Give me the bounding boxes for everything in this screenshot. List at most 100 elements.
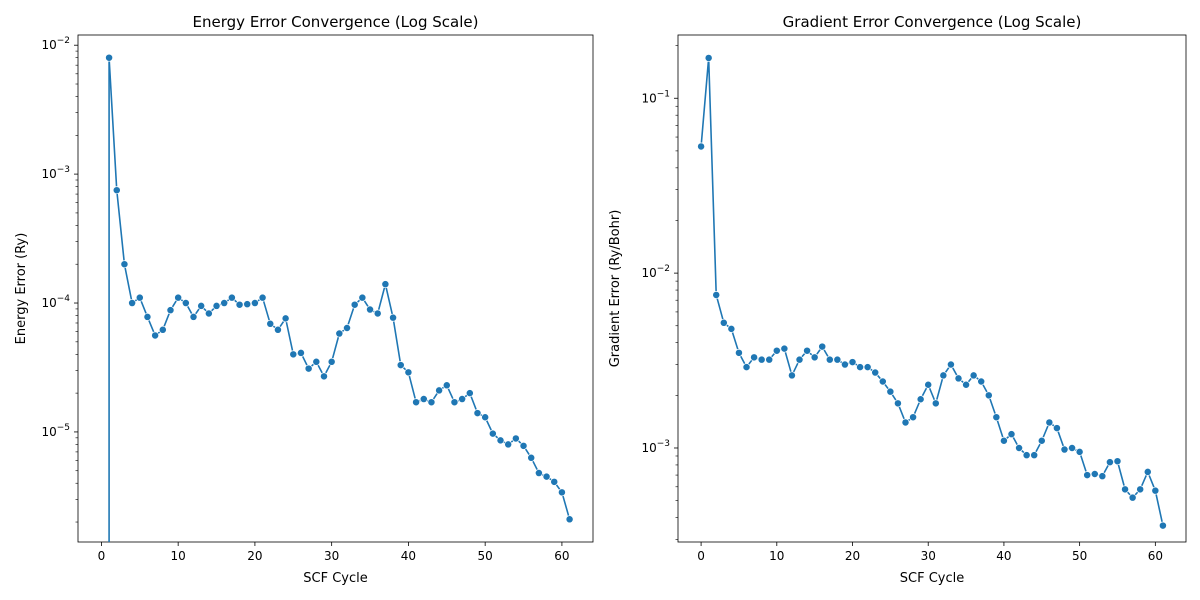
y-tick-label: 10−3 xyxy=(641,439,670,455)
data-point xyxy=(473,409,482,418)
data-point xyxy=(550,477,559,486)
x-tick-label: 50 xyxy=(478,549,493,563)
plot-frame xyxy=(677,34,1187,543)
data-point xyxy=(840,360,849,369)
data-point xyxy=(527,453,536,462)
data-point xyxy=(396,361,405,370)
data-point xyxy=(519,441,528,450)
data-point xyxy=(419,395,428,403)
data-point xyxy=(833,355,842,364)
data-point xyxy=(220,299,229,307)
data-point xyxy=(977,377,986,386)
data-point xyxy=(787,371,796,380)
data-point xyxy=(412,398,421,407)
data-point xyxy=(496,436,505,445)
x-tick-label: 40 xyxy=(996,549,1011,563)
data-point xyxy=(712,291,721,299)
data-point xyxy=(289,350,298,359)
data-point xyxy=(901,418,910,427)
data-point xyxy=(1075,447,1084,456)
x-tick-label: 60 xyxy=(1148,549,1163,563)
data-point xyxy=(954,374,963,383)
data-point xyxy=(999,436,1008,445)
data-point xyxy=(151,331,160,340)
data-point xyxy=(962,380,971,389)
data-point xyxy=(825,355,834,364)
data-point xyxy=(719,318,728,327)
data-point xyxy=(1007,430,1016,439)
data-point xyxy=(327,357,336,366)
data-point xyxy=(373,309,382,318)
data-point xyxy=(704,54,713,62)
data-point xyxy=(189,312,198,321)
data-point xyxy=(143,312,152,321)
data-point xyxy=(1121,485,1130,494)
data-point xyxy=(427,398,436,407)
data-point xyxy=(1015,444,1024,452)
data-point xyxy=(795,355,804,364)
data-point xyxy=(105,53,114,62)
data-point xyxy=(450,398,459,407)
x-axis-label: SCF Cycle xyxy=(303,571,367,586)
data-point xyxy=(212,301,221,310)
data-point xyxy=(1083,471,1092,480)
x-axis-label: SCF Cycle xyxy=(900,571,964,586)
data-point xyxy=(750,353,759,362)
data-point xyxy=(112,186,121,195)
data-point xyxy=(1022,451,1031,460)
data-point xyxy=(939,371,948,380)
data-point xyxy=(166,306,175,315)
data-point xyxy=(1158,521,1167,530)
data-point xyxy=(366,305,374,314)
data-point xyxy=(511,434,520,443)
data-point xyxy=(992,413,1001,422)
data-point xyxy=(1030,451,1039,460)
data-point xyxy=(243,300,252,309)
data-point xyxy=(697,142,706,151)
data-point xyxy=(542,472,551,481)
y-axis-label: Energy Error (Ry) xyxy=(14,233,29,345)
y-tick-label: 10−4 xyxy=(41,294,70,310)
data-point xyxy=(780,344,789,353)
data-point xyxy=(878,377,887,386)
data-point xyxy=(181,299,190,307)
y-tick-label: 10−2 xyxy=(41,36,70,52)
data-point xyxy=(893,399,902,408)
data-point xyxy=(465,389,474,398)
data-point xyxy=(1090,470,1099,478)
series-line xyxy=(108,57,571,520)
data-point xyxy=(565,515,574,524)
data-point xyxy=(197,301,206,310)
data-point xyxy=(534,469,543,477)
data-point xyxy=(381,280,390,289)
x-tick-label: 60 xyxy=(554,549,569,563)
data-point xyxy=(871,368,880,377)
plot-frame xyxy=(77,34,594,543)
data-point xyxy=(1068,444,1077,452)
data-point xyxy=(488,429,497,438)
data-point xyxy=(772,346,781,355)
data-point xyxy=(350,300,359,309)
data-point xyxy=(281,314,290,323)
data-point xyxy=(120,260,129,269)
data-point xyxy=(227,293,236,302)
y-axis-label: Gradient Error (Ry/Bohr) xyxy=(608,210,623,368)
data-point xyxy=(946,360,955,369)
y-tick-label: 10−1 xyxy=(641,89,670,105)
x-tick-label: 30 xyxy=(921,549,936,563)
x-tick-label: 10 xyxy=(171,549,186,563)
data-point xyxy=(931,399,940,408)
chart-panel-1: Energy Error Convergence (Log Scale) 0 10 2… xyxy=(14,13,594,586)
x-tick-label: 20 xyxy=(845,549,860,563)
data-point xyxy=(1052,424,1061,433)
data-point xyxy=(742,363,751,372)
data-point xyxy=(273,325,282,334)
data-point xyxy=(1128,493,1137,502)
data-point xyxy=(304,364,313,373)
x-tick-label: 0 xyxy=(98,549,106,563)
data-point xyxy=(204,309,213,318)
data-point xyxy=(1105,458,1114,467)
x-tick-label: 30 xyxy=(324,549,339,563)
data-point xyxy=(442,381,451,390)
